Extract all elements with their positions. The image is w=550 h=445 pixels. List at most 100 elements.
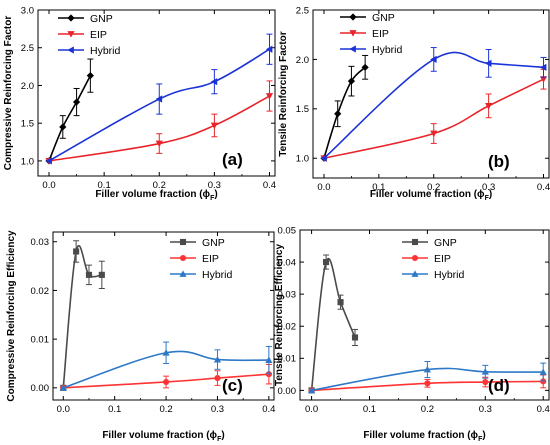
legend-item-gnp: GNP (402, 237, 457, 249)
x-axis-title-subscript: F (478, 436, 483, 443)
y-tick-label: 1.5 (21, 119, 34, 130)
legend-label: GNP (90, 13, 113, 25)
series-hybrid (320, 47, 547, 162)
legend: GNP EIP Hybrid (340, 12, 403, 56)
x-tick-label: 0.1 (108, 404, 121, 415)
chart-panel-d: 0.0 0.1 0.2 0.3 0.4 0.00 0.01 0.02 0.03 0.04 0.05 F… (274, 225, 550, 443)
y-tick-label: 2.5 (296, 5, 309, 16)
data-point (361, 63, 369, 71)
legend-item-eip: EIP (402, 253, 451, 265)
x-tick-label: 0.3 (482, 182, 495, 193)
data-point (539, 63, 547, 71)
data-point (265, 45, 273, 53)
data-point (423, 365, 431, 373)
chart-panel-c: 0.0 0.1 0.2 0.3 0.4 0.00 0.01 0.02 0.03 Filler vo… (6, 230, 275, 443)
y-axis-title: Compressive Reinforcing Efficiency (6, 230, 17, 402)
series-eip (320, 68, 548, 162)
data-point (85, 271, 93, 278)
panel-label: (d) (488, 376, 510, 395)
y-tick-label: 2.0 (21, 81, 34, 92)
data-point (72, 98, 81, 106)
data-point (214, 375, 221, 382)
legend-label: GNP (434, 237, 457, 249)
series-line (48, 48, 270, 162)
x-tick-label: 0.4 (262, 404, 275, 415)
data-point (424, 380, 431, 387)
series-line (311, 380, 544, 392)
x-tick-label: 0.0 (317, 182, 330, 193)
x-axis-title-close: ) (221, 430, 224, 441)
x-tick-label: 0.1 (98, 180, 111, 191)
legend-label: EIP (90, 29, 107, 41)
legend-label: EIP (372, 28, 389, 40)
legend-label: GNP (202, 237, 225, 249)
y-tick-label: 0.00 (31, 383, 50, 394)
data-point (59, 384, 67, 391)
legend: GNP EIP Hybrid (402, 237, 465, 281)
data-point (265, 93, 274, 100)
legend-marker (349, 13, 357, 21)
x-axis-title-close: ) (482, 430, 485, 441)
data-point (320, 154, 327, 162)
x-tick-label: 0.3 (208, 180, 221, 191)
x-axis-title-subscript: F (217, 436, 222, 443)
legend-item-hybrid: Hybrid (340, 44, 403, 56)
chart-panel-b: 0.0 0.1 0.2 0.3 0.4 1.0 1.5 2.0 2.5 Filler volume… (278, 5, 550, 202)
legend-marker (411, 254, 419, 262)
data-point (73, 248, 80, 255)
legend-marker (349, 45, 356, 53)
x-axis-title-close: ) (489, 189, 492, 200)
x-tick-label: 0.4 (537, 404, 550, 415)
x-axis-title: Filler volume fraction (ϕF) (363, 430, 485, 443)
legend-marker (67, 31, 75, 38)
legend: GNP EIP Hybrid (58, 13, 121, 57)
plot-frame (37, 9, 276, 177)
series-hybrid (45, 33, 273, 165)
legend-label: Hybrid (90, 45, 121, 57)
y-tick-label: 1.0 (296, 154, 309, 165)
legend-marker (67, 46, 74, 54)
x-tick-label: 0.1 (363, 404, 376, 415)
data-point (210, 122, 218, 130)
legend-item-eip: EIP (170, 253, 219, 265)
y-tick-label: 0.01 (31, 335, 50, 346)
series-line (63, 373, 269, 389)
y-tick-label: 0.02 (31, 286, 50, 297)
legend-item-gnp: GNP (170, 237, 225, 249)
x-axis-title: Filler volume fraction (ϕF) (95, 189, 217, 202)
series-line (62, 244, 102, 388)
series-gnp (60, 240, 105, 391)
series-line (48, 75, 92, 162)
series-line (310, 258, 356, 391)
series-hybrid (307, 361, 547, 394)
panel-label: (a) (222, 150, 243, 169)
series-line (323, 66, 366, 159)
legend-item-eip: EIP (340, 28, 389, 40)
legend-item-hybrid: Hybrid (58, 45, 121, 57)
series-gnp (308, 254, 359, 394)
x-tick-label: 0.1 (372, 182, 385, 193)
series-gnp (320, 54, 369, 162)
legend-marker (179, 254, 187, 262)
legend-label: EIP (202, 253, 219, 265)
x-tick-label: 0.3 (479, 404, 492, 415)
panel-label: (b) (488, 152, 510, 171)
x-axis-title: Filler volume fraction (ϕF) (102, 430, 224, 443)
data-point (485, 59, 492, 67)
x-tick-label: 0.2 (153, 180, 166, 191)
y-tick-label: 0.01 (278, 354, 297, 365)
y-axis-title: Compressive Reinforcing Factor (3, 16, 14, 171)
legend-marker (179, 270, 187, 277)
y-tick-label: 2.5 (21, 43, 34, 54)
data-point (59, 123, 67, 131)
y-tick-label: 0.02 (278, 322, 297, 333)
series-line (311, 367, 544, 392)
plot-frame (52, 231, 275, 401)
y-tick-label: 0.03 (278, 290, 297, 301)
data-point (265, 356, 273, 363)
plot-frame (312, 9, 550, 179)
legend-item-hybrid: Hybrid (170, 269, 233, 281)
legend-item-gnp: GNP (340, 12, 395, 24)
y-tick-label: 1.0 (21, 156, 34, 167)
data-point (86, 72, 94, 80)
